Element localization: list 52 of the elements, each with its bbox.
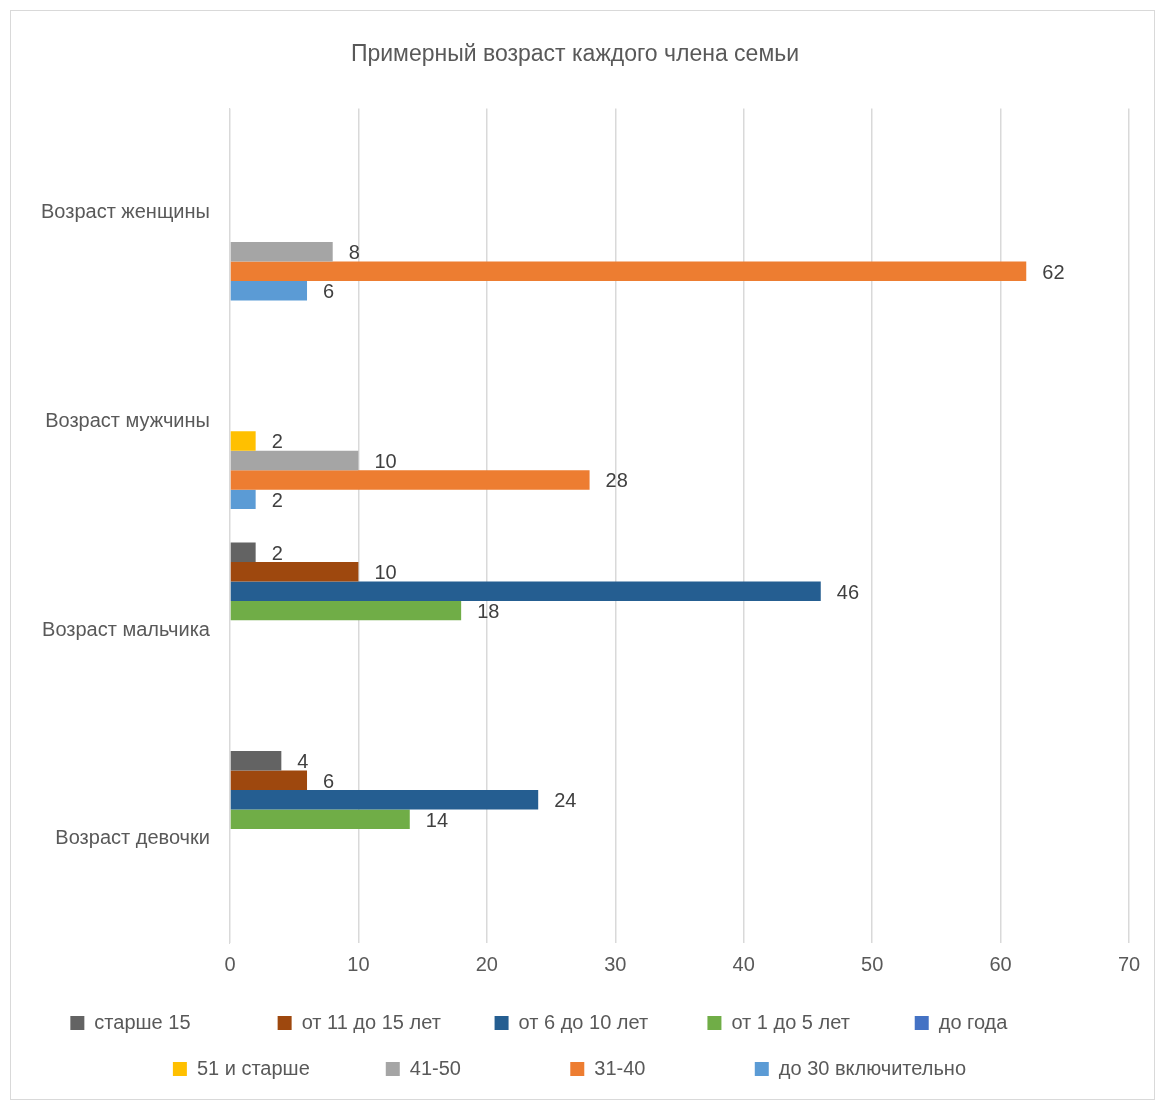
- y-tick-label: Возраст девочки: [55, 826, 210, 849]
- bar: [230, 261, 1027, 282]
- data-label: 4: [297, 750, 309, 773]
- x-tick-label: 40: [732, 952, 755, 975]
- x-tick-label: 60: [989, 952, 1012, 975]
- legend-label: от 11 до 15 лет: [301, 1010, 469, 1033]
- bar: [230, 242, 333, 262]
- x-tick-label: 70: [1117, 952, 1141, 975]
- x-tick-label: 20: [475, 952, 498, 975]
- bar: [230, 431, 256, 451]
- data-label: 2: [271, 430, 283, 453]
- data-label: 10: [374, 561, 397, 584]
- data-label: 24: [554, 789, 577, 812]
- bar: [230, 790, 539, 810]
- data-label: 10: [374, 449, 397, 472]
- y-tick-label: Возраст мальчика: [42, 617, 211, 640]
- y-tick-label: Возраст женщины: [41, 200, 210, 223]
- x-tick-label: 50: [861, 952, 884, 975]
- data-label: 62: [1042, 260, 1065, 283]
- legend-label: от 1 до 5 лет: [731, 1010, 889, 1033]
- x-tick-label: 0: [224, 952, 236, 975]
- bar: [230, 581, 821, 601]
- legend-label: до 30 включительно: [778, 1056, 978, 1079]
- legend-label: старше 15: [94, 1010, 252, 1033]
- data-label: 2: [271, 541, 283, 564]
- bar: [230, 561, 359, 582]
- legend-label: 51 и старше: [196, 1056, 360, 1079]
- bar: [230, 770, 308, 791]
- x-tick-label: 10: [347, 952, 370, 975]
- data-label: 18: [477, 600, 500, 623]
- bar: [230, 450, 359, 471]
- x-tick-label: 30: [604, 952, 627, 975]
- bar: [230, 751, 282, 771]
- bar: [230, 281, 308, 301]
- legend-label: от 6 до 10 лет: [518, 1010, 682, 1033]
- legend-label: 41-50: [409, 1056, 545, 1079]
- bar: [230, 809, 410, 829]
- bar: [230, 470, 590, 490]
- legend-label: до года: [938, 1010, 1080, 1033]
- data-label: 2: [271, 488, 283, 511]
- data-label: 28: [605, 469, 628, 492]
- chart-title: Примерный возраст каждого члена семьи: [350, 40, 800, 67]
- data-label: 8: [348, 241, 360, 264]
- data-label: 6: [323, 769, 335, 792]
- legend-label: 31-40: [594, 1056, 729, 1079]
- bar: [230, 489, 256, 510]
- y-tick-label: Возраст мужчины: [45, 409, 210, 432]
- bar: [230, 600, 462, 621]
- data-label: 46: [836, 580, 860, 603]
- bar: [230, 542, 256, 562]
- data-label: 6: [323, 280, 335, 303]
- data-label: 14: [425, 808, 449, 831]
